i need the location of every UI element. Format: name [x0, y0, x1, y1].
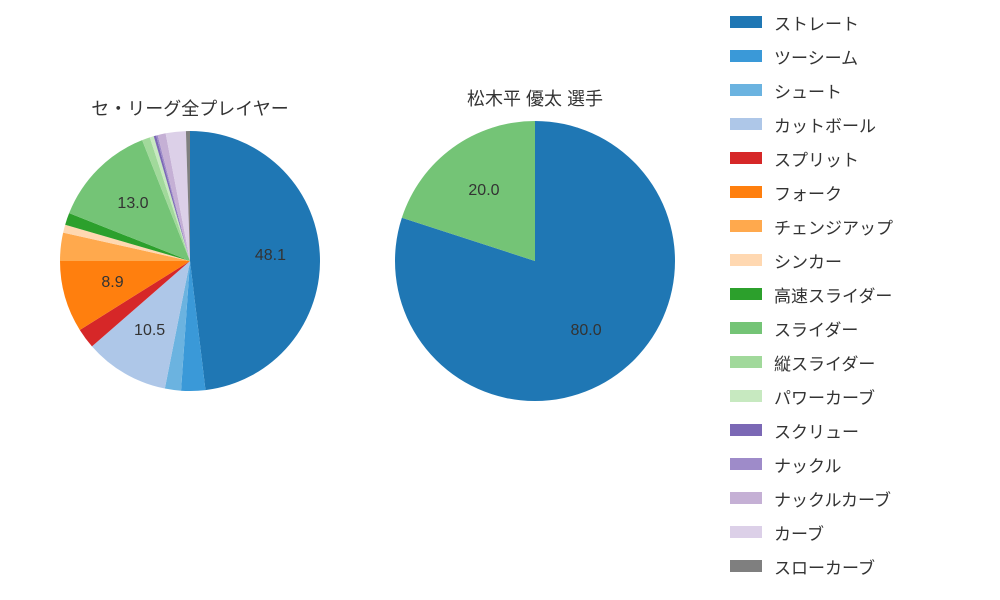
- legend-item: シンカー: [710, 243, 990, 277]
- legend-swatch: [730, 322, 762, 334]
- legend-label: ナックル: [774, 452, 842, 477]
- legend-label: スプリット: [774, 146, 859, 171]
- legend-item: スライダー: [710, 311, 990, 345]
- legend-item: チェンジアップ: [710, 209, 990, 243]
- legend-item: シュート: [710, 73, 990, 107]
- legend-swatch: [730, 458, 762, 470]
- legend: ストレートツーシームシュートカットボールスプリットフォークチェンジアップシンカー…: [710, 0, 990, 588]
- legend-label: カーブ: [774, 520, 824, 545]
- legend-swatch: [730, 356, 762, 368]
- legend-item: カットボール: [710, 107, 990, 141]
- legend-item: パワーカーブ: [710, 379, 990, 413]
- legend-item: ナックル: [710, 447, 990, 481]
- legend-label: チェンジアップ: [774, 214, 893, 239]
- legend-label: 高速スライダー: [774, 282, 892, 307]
- pie-slice: [190, 131, 320, 390]
- legend-item: カーブ: [710, 515, 990, 549]
- legend-label: ストレート: [774, 10, 859, 35]
- legend-label: カットボール: [774, 112, 876, 137]
- legend-swatch: [730, 424, 762, 436]
- legend-item: 縦スライダー: [710, 345, 990, 379]
- legend-swatch: [730, 50, 762, 62]
- chart-2-pie: 80.020.0: [395, 121, 675, 401]
- legend-item: スプリット: [710, 141, 990, 175]
- legend-item: ツーシーム: [710, 39, 990, 73]
- chart-1: セ・リーグ全プレイヤー 48.110.58.913.0: [60, 95, 320, 391]
- chart-1-title: セ・リーグ全プレイヤー: [60, 95, 320, 121]
- legend-swatch: [730, 288, 762, 300]
- legend-swatch: [730, 118, 762, 130]
- legend-label: パワーカーブ: [774, 384, 875, 409]
- legend-swatch: [730, 254, 762, 266]
- legend-swatch: [730, 560, 762, 572]
- legend-swatch: [730, 152, 762, 164]
- legend-swatch: [730, 16, 762, 28]
- legend-swatch: [730, 84, 762, 96]
- legend-label: スクリュー: [774, 418, 859, 443]
- chart-2: 松木平 優太 選手 80.020.0: [395, 85, 675, 401]
- legend-swatch: [730, 526, 762, 538]
- legend-label: シュート: [774, 78, 842, 103]
- legend-label: スライダー: [774, 316, 858, 341]
- legend-label: ツーシーム: [774, 44, 858, 69]
- legend-item: スローカーブ: [710, 549, 990, 583]
- legend-swatch: [730, 492, 762, 504]
- legend-item: フォーク: [710, 175, 990, 209]
- chart-area: セ・リーグ全プレイヤー 48.110.58.913.0 松木平 優太 選手 80…: [0, 0, 1000, 600]
- legend-item: ストレート: [710, 5, 990, 39]
- legend-label: ナックルカーブ: [774, 486, 891, 511]
- legend-label: シンカー: [774, 248, 842, 273]
- chart-1-pie: 48.110.58.913.0: [60, 131, 320, 391]
- chart-container: セ・リーグ全プレイヤー 48.110.58.913.0 松木平 優太 選手 80…: [0, 0, 1000, 600]
- legend-item: ナックルカーブ: [710, 481, 990, 515]
- legend-item: スクリュー: [710, 413, 990, 447]
- legend-swatch: [730, 390, 762, 402]
- legend-label: スローカーブ: [774, 554, 875, 579]
- legend-item: 高速スライダー: [710, 277, 990, 311]
- legend-label: フォーク: [774, 180, 842, 205]
- chart-2-title: 松木平 優太 選手: [395, 85, 675, 111]
- legend-swatch: [730, 220, 762, 232]
- legend-label: 縦スライダー: [774, 350, 875, 375]
- legend-swatch: [730, 186, 762, 198]
